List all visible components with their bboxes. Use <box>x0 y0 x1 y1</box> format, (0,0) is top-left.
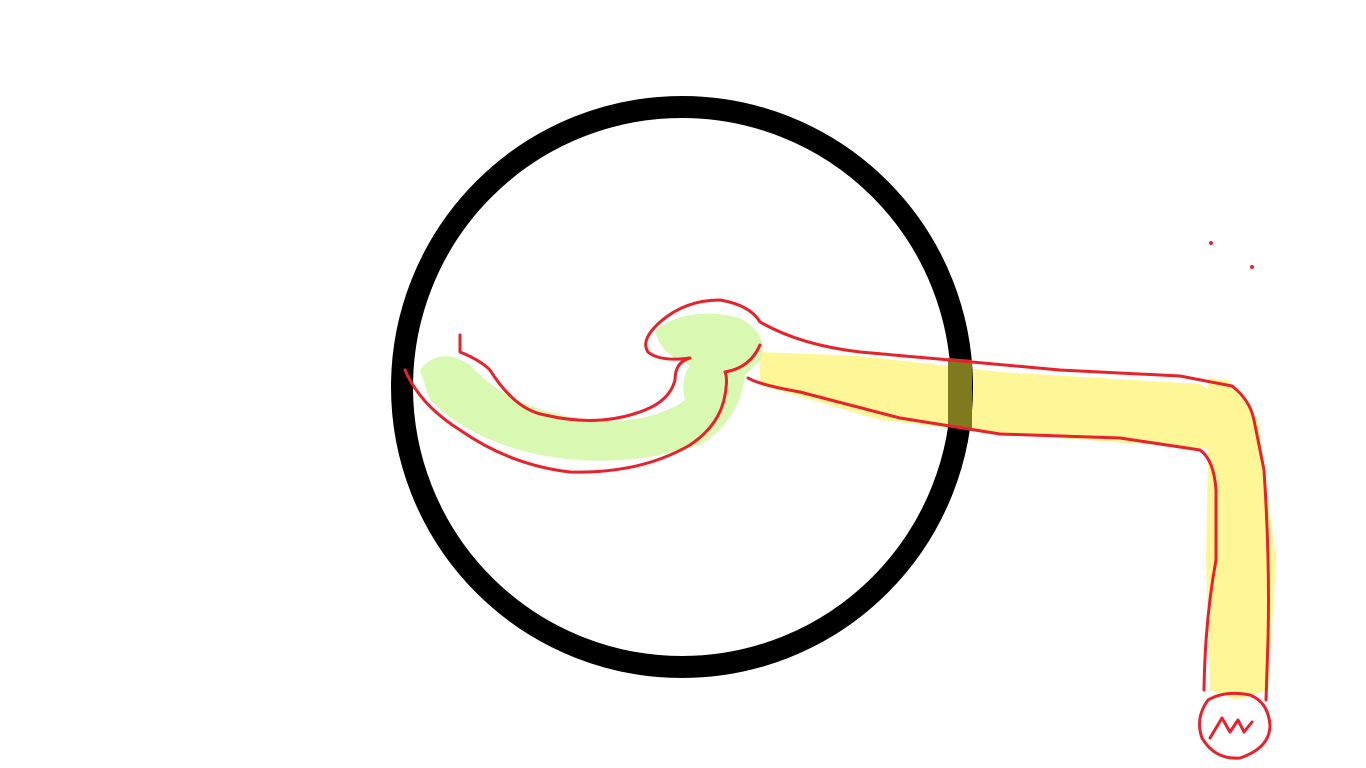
green-hand-shape <box>420 313 763 461</box>
overlap-patch <box>948 358 972 428</box>
green-hand-fill <box>420 313 763 461</box>
fist-outline <box>1198 691 1272 760</box>
yellow-arm-fill <box>760 352 1276 700</box>
yellow-arm-vertical <box>1206 378 1276 700</box>
red-dot <box>1209 241 1213 245</box>
outline-upper <box>458 298 1270 702</box>
outline-lower <box>403 343 1218 692</box>
red-dot <box>1250 265 1254 269</box>
red-dots <box>1209 241 1254 269</box>
yellow-arm-horizontal <box>760 352 1228 450</box>
red-outline <box>403 298 1270 702</box>
fist-fingers <box>1208 716 1254 740</box>
red-fist <box>1198 691 1272 760</box>
